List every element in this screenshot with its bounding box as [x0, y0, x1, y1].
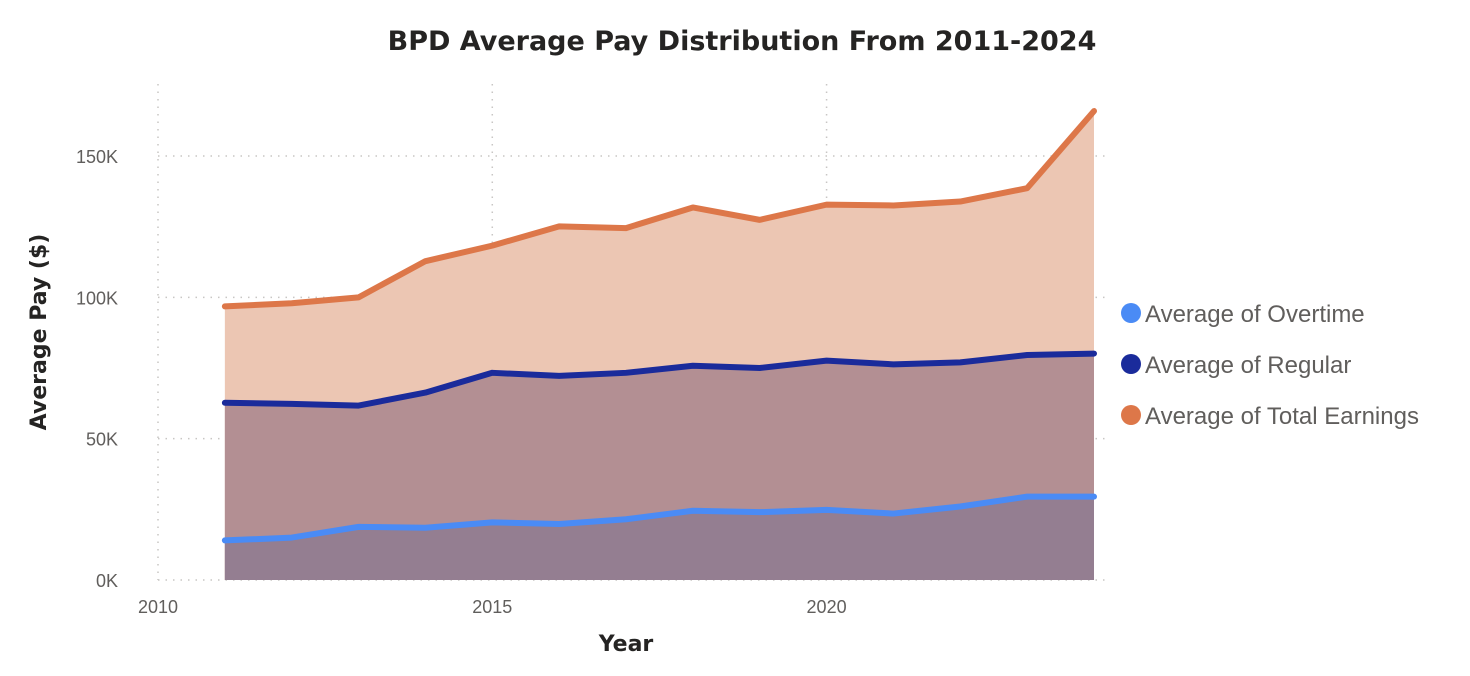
legend-label: Average of Regular	[1145, 352, 1351, 379]
y-axis-title: Average Pay ($)	[27, 234, 52, 431]
y-tick-label: 0K	[96, 571, 118, 591]
legend-label: Average of Overtime	[1145, 301, 1365, 328]
x-axis-title: Year	[598, 632, 654, 657]
line-average-of-regular	[221, 350, 1097, 409]
x-tick-label: 2015	[472, 597, 512, 617]
area-fills	[224, 111, 1094, 580]
y-tick-label: 100K	[76, 288, 118, 308]
legend-item: Average of Total Earnings	[1121, 403, 1419, 430]
legend-item: Average of Regular	[1121, 352, 1351, 379]
legend-marker	[1121, 354, 1141, 374]
legend: Average of Overtime Average of Regular Ave…	[1121, 301, 1419, 430]
x-axis-ticks: 2010 2015 2020	[138, 597, 847, 617]
line-average-of-overtime	[221, 493, 1097, 544]
series-lines	[221, 108, 1097, 544]
area-average-of-overtime	[224, 496, 1094, 580]
chart-title: BPD Average Pay Distribution From 2011-2…	[388, 26, 1097, 57]
x-tick-label: 2010	[138, 597, 178, 617]
y-tick-label: 50K	[86, 430, 118, 450]
x-tick-label: 2020	[807, 597, 847, 617]
legend-marker	[1121, 405, 1141, 425]
legend-item: Average of Overtime	[1121, 301, 1365, 328]
line-average-of-total-earnings	[221, 108, 1097, 310]
y-axis-ticks: 0K 50K 100K 150K	[76, 147, 118, 591]
legend-marker	[1121, 303, 1141, 323]
y-tick-label: 150K	[76, 147, 118, 167]
legend-label: Average of Total Earnings	[1145, 403, 1419, 430]
